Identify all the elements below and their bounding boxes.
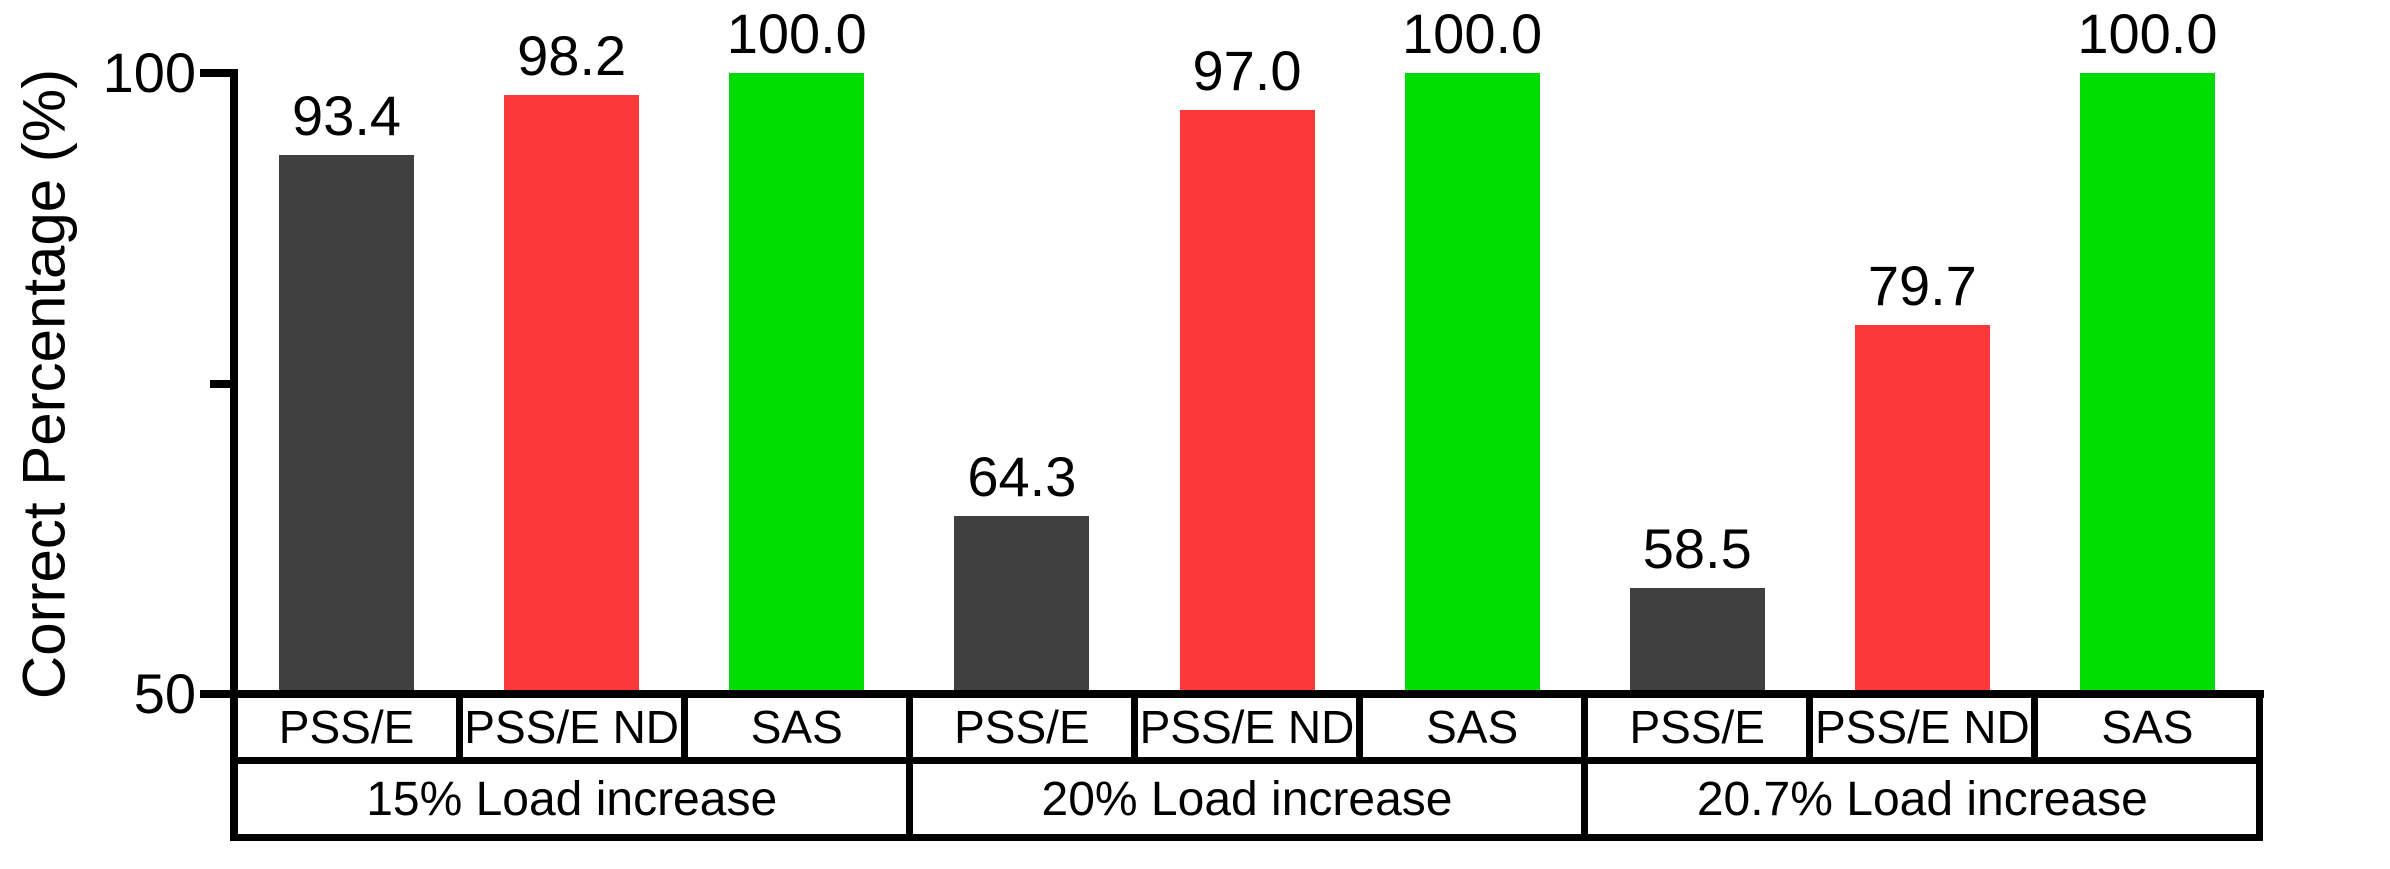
bar-value-label: 93.4 <box>292 83 402 147</box>
bar-pss-e-nd <box>504 95 640 698</box>
y-axis-line <box>230 69 238 841</box>
series-cell: PSS/E <box>1581 690 1814 764</box>
series-cell: PSS/E ND <box>1806 690 2039 764</box>
group-cell-label: 20% Load increase <box>1041 772 1453 826</box>
bar-value-label: 58.5 <box>1642 517 1752 581</box>
bar-value-label: 79.7 <box>1867 254 1977 318</box>
y-tick-label: 50 <box>133 662 196 725</box>
series-cell: SAS <box>680 690 913 764</box>
series-cell: SAS <box>2031 690 2264 764</box>
bar-pss-e-nd <box>1854 325 1990 698</box>
series-cell: SAS <box>1356 690 1589 764</box>
bar-pss-e <box>279 154 415 698</box>
y-tick-label: 100 <box>102 41 196 104</box>
series-cell-label: SAS <box>750 701 843 753</box>
series-cell: PSS/E ND <box>1130 690 1364 764</box>
bar-value-label: 100.0 <box>2077 2 2218 65</box>
group-cell-label: 15% Load increase <box>366 772 778 826</box>
group-cell: 20% Load increase <box>905 757 1589 841</box>
bar-sas <box>2079 73 2215 698</box>
bar-pss-e <box>1629 588 1765 698</box>
y-major-tick <box>200 69 238 77</box>
series-cell-label: PSS/E ND <box>464 701 680 753</box>
series-cell-label: PSS/E <box>278 701 415 753</box>
bar-value-label: 100.0 <box>1402 2 1543 65</box>
series-cell-label: PSS/E <box>954 701 1090 753</box>
bar-value-label: 97.0 <box>1192 39 1302 103</box>
y-minor-tick <box>210 379 238 388</box>
series-cell-label: PSS/E ND <box>1814 701 2030 753</box>
bar-pss-e-nd <box>1179 110 1315 698</box>
bar-value-label: 100.0 <box>726 2 867 65</box>
bar-sas <box>1404 73 1540 698</box>
group-cell: 20.7% Load increase <box>1581 757 2264 841</box>
y-major-tick <box>200 690 238 698</box>
group-cell-label: 20.7% Load increase <box>1696 772 2148 826</box>
series-cell: PSS/E ND <box>455 690 688 764</box>
bar-sas <box>729 73 865 698</box>
group-cell: 15% Load increase <box>230 757 913 841</box>
bar-pss-e <box>954 516 1090 698</box>
series-cell: PSS/E <box>905 690 1138 764</box>
series-cell-label: PSS/E ND <box>1139 701 1355 753</box>
series-cell-label: PSS/E <box>1629 701 1765 753</box>
bar-value-label: 98.2 <box>517 24 627 88</box>
bar-value-label: 64.3 <box>967 445 1077 509</box>
series-cell: PSS/E <box>230 690 463 764</box>
series-cell-label: SAS <box>1426 701 1519 753</box>
series-cell-label: SAS <box>2101 701 2194 753</box>
